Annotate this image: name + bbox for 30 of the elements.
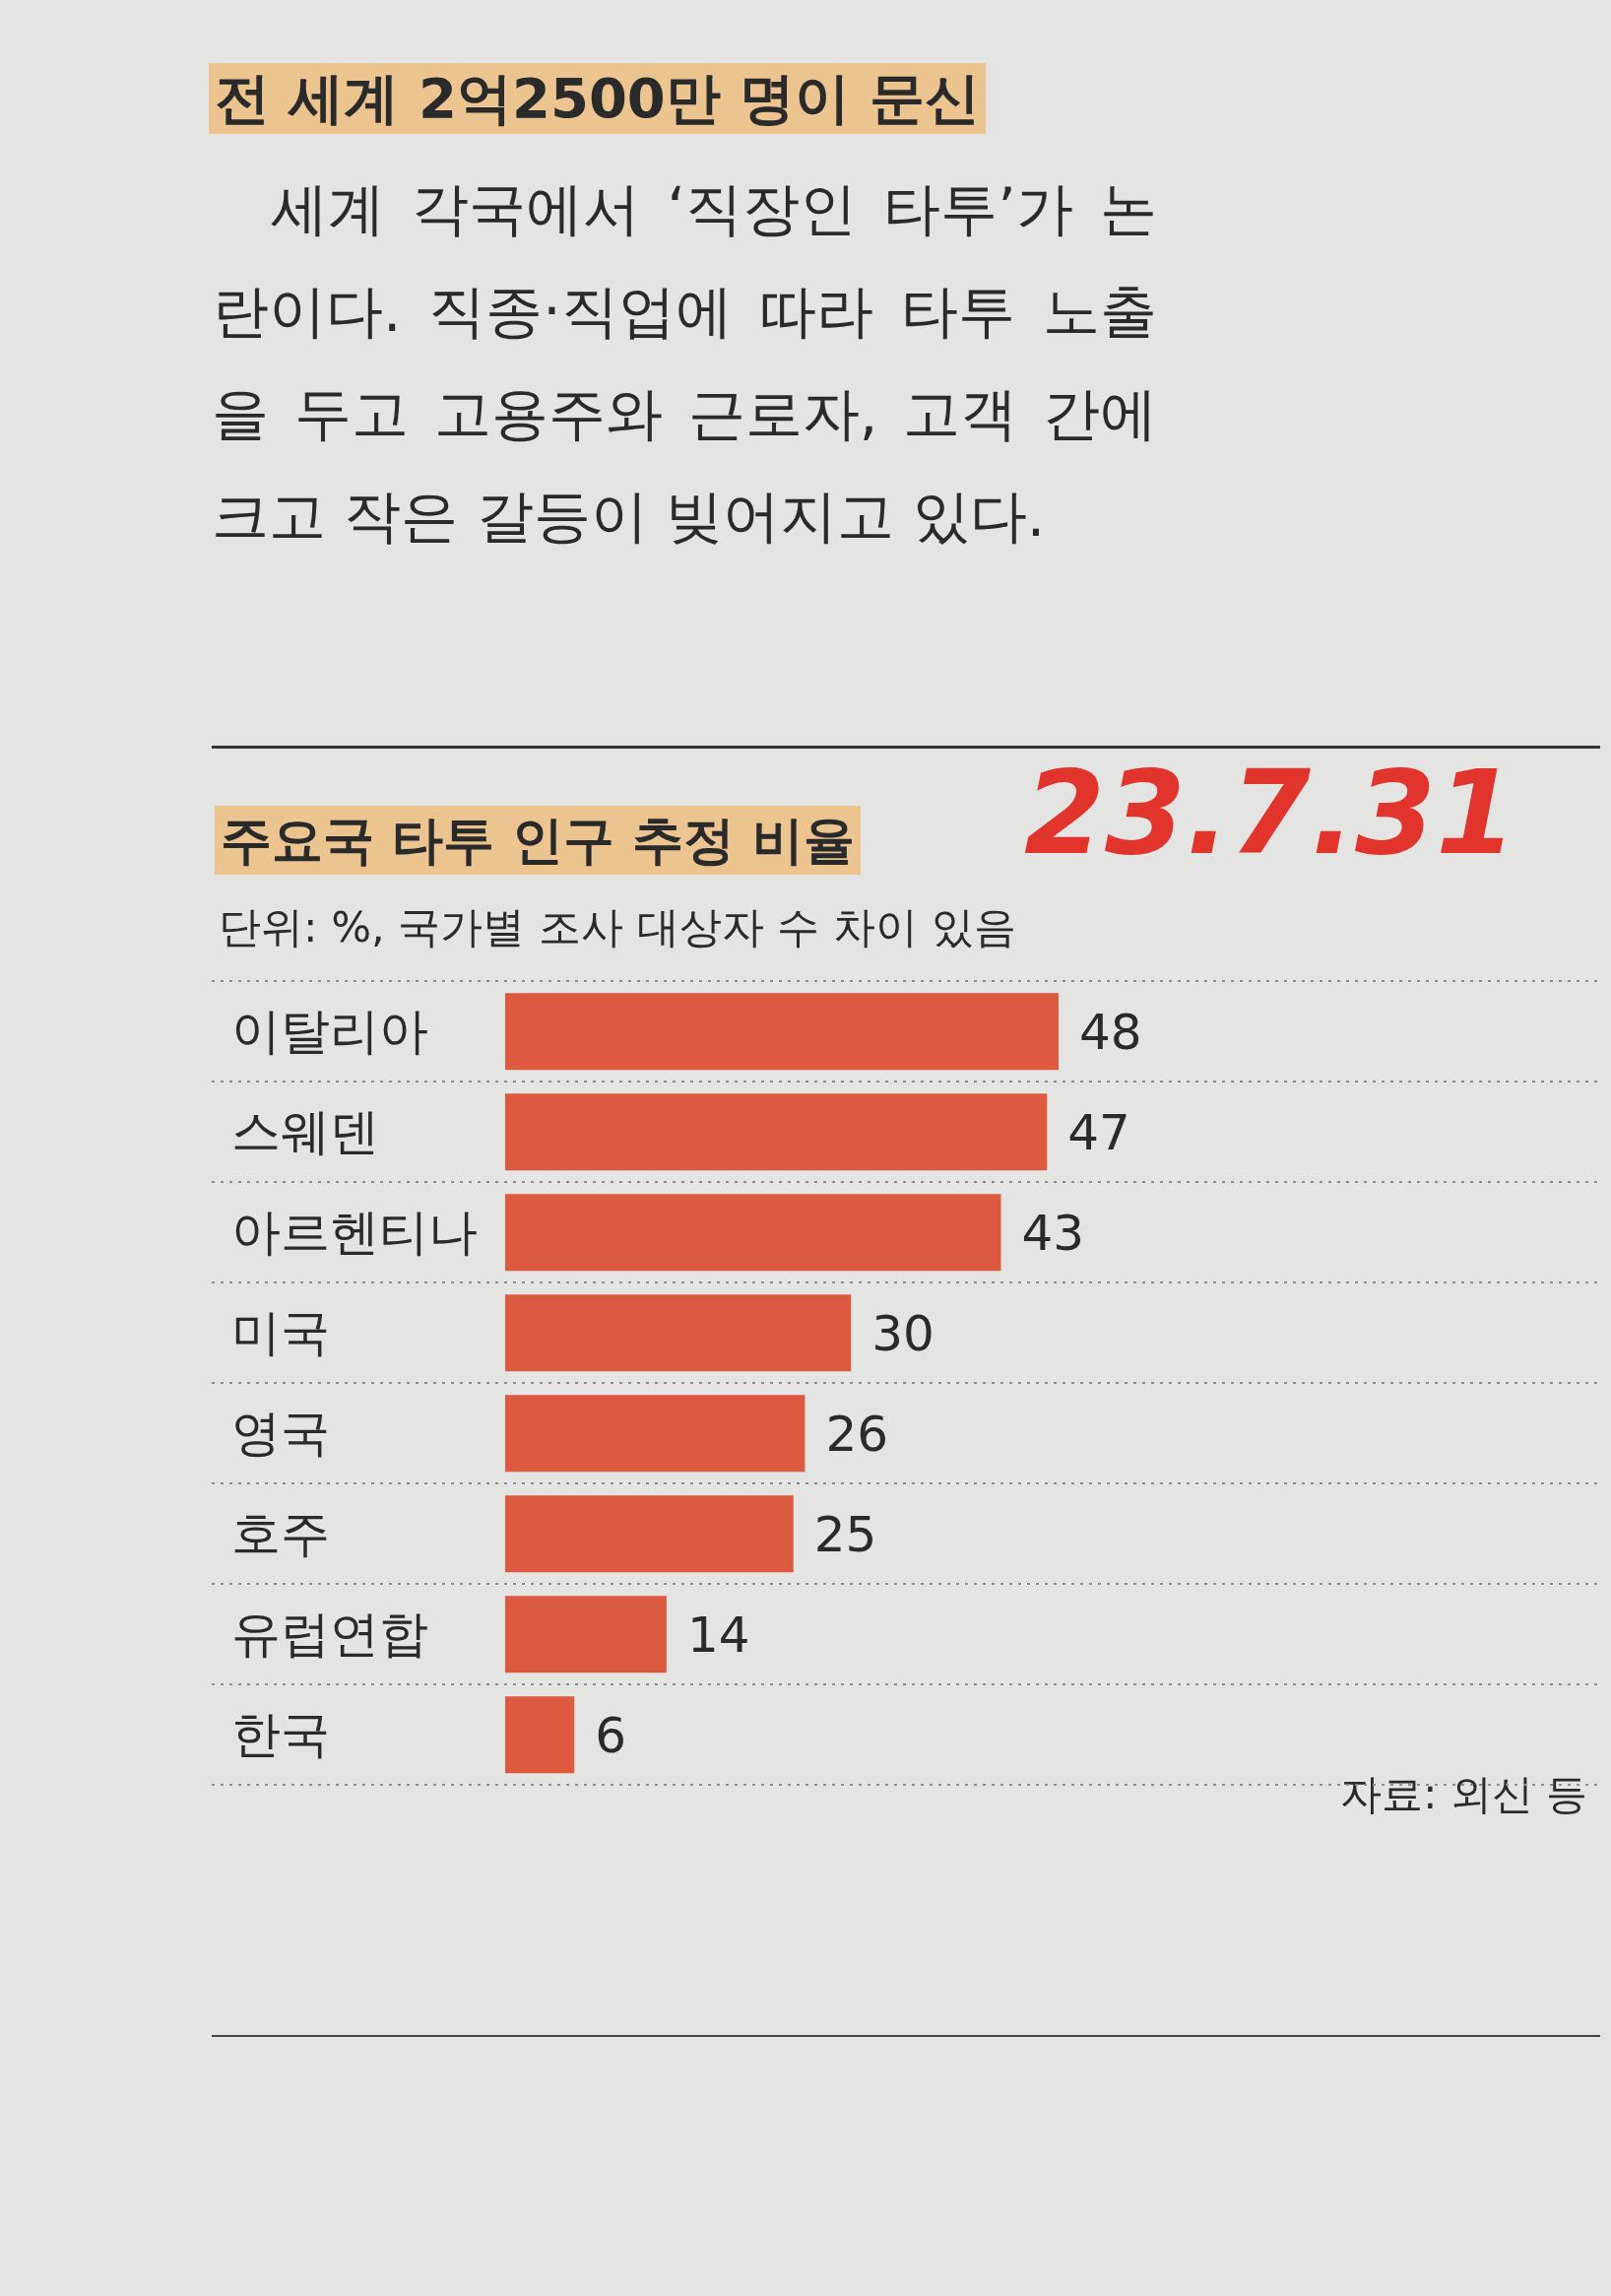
bar xyxy=(505,1194,1001,1272)
bar xyxy=(505,993,1059,1071)
data-label: 48 xyxy=(1079,1003,1142,1061)
bar xyxy=(505,1395,806,1473)
text: 23.7.31 xyxy=(1024,745,1517,881)
data-label: 43 xyxy=(1021,1204,1085,1262)
bar xyxy=(505,1294,852,1372)
y-tick-label: 이탈리아 xyxy=(231,1003,428,1060)
bar xyxy=(505,1696,575,1774)
data-label: 47 xyxy=(1067,1103,1130,1161)
y-tick-label: 스웨덴 xyxy=(231,1103,379,1160)
text: 전 세계 2억2500만 명이 문신 xyxy=(209,63,986,134)
data-label: 14 xyxy=(686,1606,750,1664)
chart-title: 주요국 타투 인구 추정 비율 xyxy=(215,806,862,875)
y-tick-label: 미국 xyxy=(231,1304,330,1361)
y-tick-label: 아르헨티나 xyxy=(231,1204,478,1261)
y-tick-label: 호주 xyxy=(231,1505,330,1562)
bar xyxy=(505,1093,1048,1171)
y-tick-label: 유럽연합 xyxy=(231,1606,428,1663)
bar xyxy=(505,1596,667,1673)
data-label: 26 xyxy=(825,1405,889,1463)
bar xyxy=(505,1495,794,1573)
y-tick-label: 영국 xyxy=(231,1405,330,1462)
data-label: 25 xyxy=(813,1505,877,1563)
y-tick-label: 한국 xyxy=(231,1706,330,1763)
text: 세계 각국에서 ‘직장인 타투’가 논란이다. 직종·직업에 따라 타투 노출을 두고 고용주와 근로자, 고객 간에 크고 작은 갈등이 빚어지고 있다. xyxy=(212,174,1157,552)
text: 자료: 외신 등 xyxy=(1340,1769,1587,1820)
data-label: 6 xyxy=(595,1706,627,1764)
data-label: 30 xyxy=(871,1304,934,1362)
chart-subtitle: 단위: %, 국가별 조사 대상자 수 차이 있음 xyxy=(219,901,1016,953)
